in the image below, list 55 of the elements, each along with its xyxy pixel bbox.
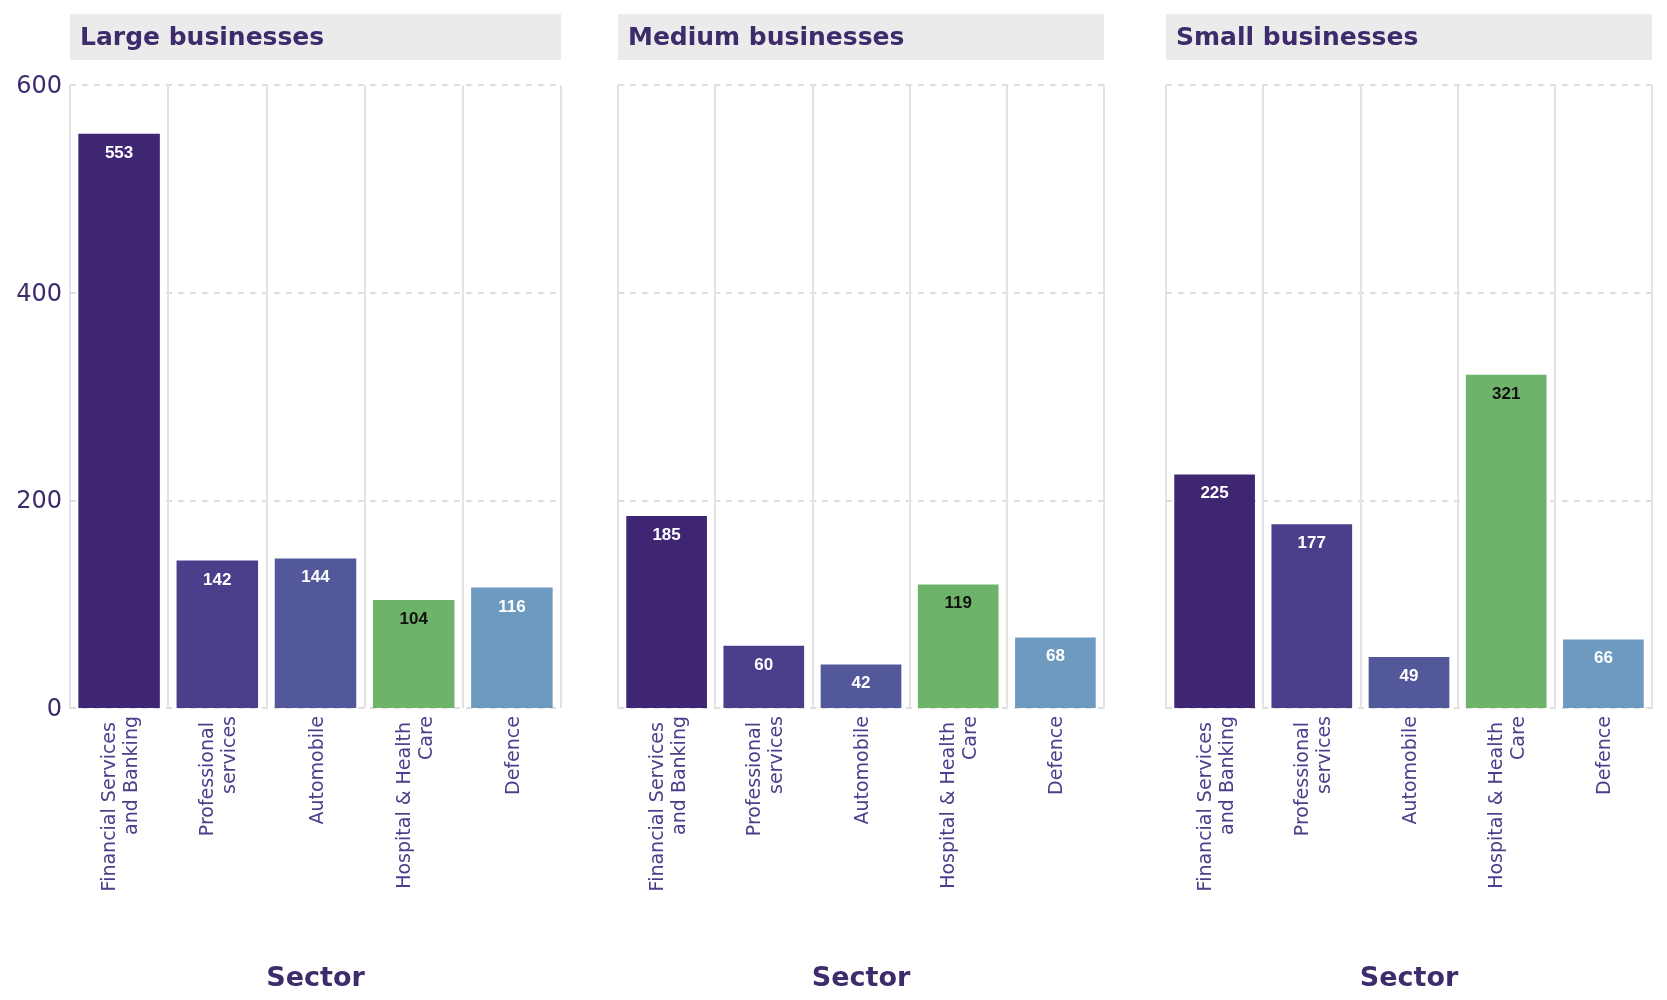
x-tick-label: Defence [1592,716,1615,795]
x-axis-title: Sector [1359,961,1459,992]
data-label: 144 [301,567,331,587]
bar [626,515,707,708]
chart-title: Medium businesses [618,14,1104,60]
chart-title: Large businesses [70,14,561,60]
x-tick-label: Professional services [1289,716,1334,837]
bar [471,587,553,708]
bar [723,645,805,708]
chart-title: Small businesses [1166,14,1652,60]
data-label: 185 [652,524,681,544]
bar [917,584,999,708]
data-label: 66 [1593,648,1613,668]
bar [372,600,455,708]
data-label: 142 [203,569,232,589]
bar [1271,524,1353,708]
bar [820,664,902,708]
data-label: 116 [498,596,526,616]
x-tick-label: Financial Services and Banking [1192,716,1237,892]
y-tick-label: 200 [16,486,62,515]
bar [274,558,357,708]
bar [1563,639,1644,708]
x-tick-label: Automobile [850,716,872,825]
data-label: 104 [399,609,429,629]
y-tick-label: 0 [46,694,62,722]
x-tick-label: Financial Services and Banking [644,716,689,892]
x-tick-label: Hospital & Health Care [1484,716,1529,889]
data-label: 49 [1399,666,1419,686]
x-tick-label: Hospital & Health Care [936,716,981,889]
bar [1015,637,1096,708]
data-label: 42 [851,673,871,693]
data-label: 177 [1297,533,1326,553]
bar [176,560,259,708]
y-tick-label: 600 [16,71,62,99]
data-label: 68 [1045,646,1065,666]
data-label: 225 [1200,483,1229,503]
data-label: 60 [754,654,774,674]
x-tick-label: Automobile [304,716,327,825]
x-tick-label: Defence [1044,716,1067,795]
x-tick-label: Defence [500,716,523,795]
bar [1465,374,1547,708]
data-label: 321 [1492,383,1521,403]
x-tick-label: Automobile [1398,716,1420,825]
bar [1174,474,1255,708]
x-axis-title: Sector [266,961,366,992]
x-tick-label: Professional services [195,716,240,837]
x-tick-label: Professional services [741,716,786,837]
bar [78,133,160,708]
bar [1368,657,1450,708]
data-label: 553 [104,142,134,162]
y-tick-label: 400 [16,278,62,307]
x-tick-label: Hospital & Health Care [391,716,436,889]
x-axis-title: Sector [811,961,911,992]
x-tick-label: Financial Services and Banking [97,716,142,892]
data-label: 119 [944,593,972,613]
